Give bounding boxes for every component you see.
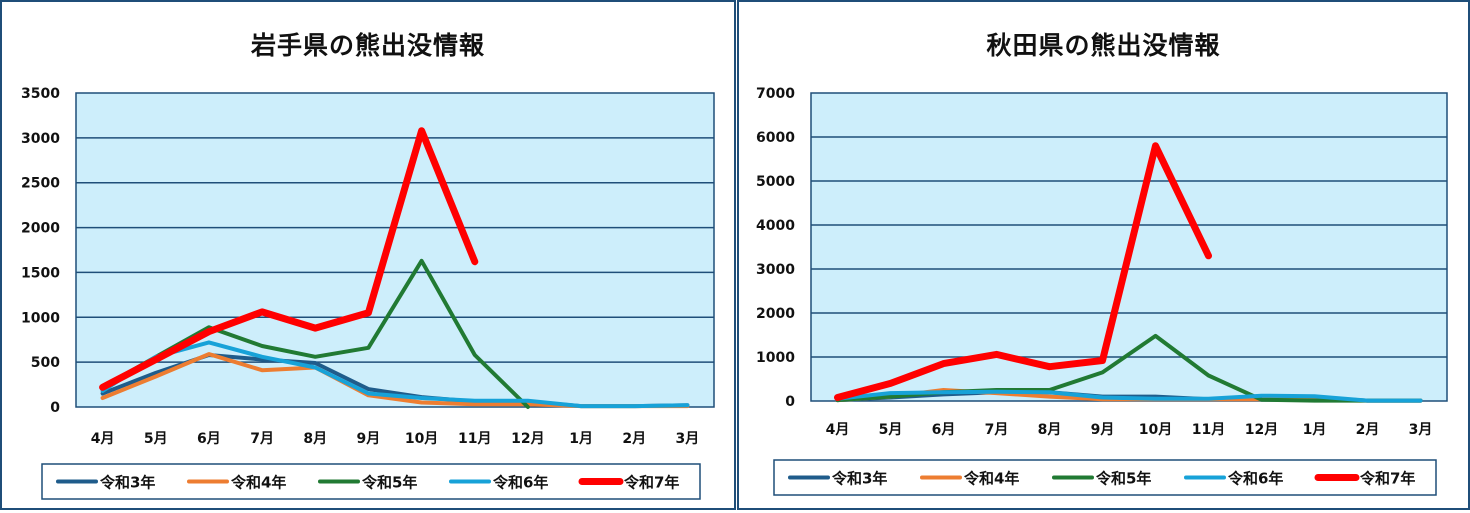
x-tick-label: 5月 — [879, 422, 903, 438]
legend-box — [773, 459, 1437, 496]
y-tick-label: 0 — [50, 400, 60, 416]
x-tick-label: 3月 — [676, 431, 700, 447]
x-tick-label: 8月 — [1038, 422, 1062, 438]
x-tick-label: 5月 — [144, 431, 168, 447]
y-tick-label: 0 — [785, 394, 795, 410]
x-tick-label: 4月 — [826, 422, 850, 438]
legend-label: 令和4年 — [231, 474, 286, 492]
chart-legend: 令和3年 令和4年 令和5年 令和6年 令和7年 — [773, 459, 1437, 496]
x-tick-label: 12月 — [1245, 422, 1278, 438]
y-tick-label: 3000 — [21, 131, 60, 147]
legend-label: 令和6年 — [1228, 470, 1283, 488]
y-tick-label: 1000 — [21, 310, 60, 326]
akita-chart-svg: 0 1000 2000 3000 4000 5000 6000 7000 4月 5月 6月 7月 8月 9… — [756, 86, 1448, 496]
x-tick-label: 12月 — [511, 431, 544, 447]
series-line-5 — [99, 127, 479, 391]
x-tick-label: 10月 — [405, 431, 438, 447]
legend-label: 令和3年 — [100, 474, 155, 492]
y-tick-label: 2000 — [756, 306, 795, 322]
x-tick-label: 10月 — [1139, 422, 1172, 438]
legend-label: 令和7年 — [1360, 470, 1415, 488]
x-tick-label: 9月 — [1091, 422, 1115, 438]
y-tick-label: 2500 — [21, 176, 60, 192]
chart-title: 岩手県の熊出没情報 — [250, 31, 485, 60]
y-tick-label: 1000 — [756, 350, 795, 366]
x-tick-label: 6月 — [197, 431, 221, 447]
series-line-4 — [835, 389, 1423, 403]
y-tick-label: 3500 — [21, 86, 60, 102]
x-tick-label: 4月 — [91, 431, 115, 447]
x-tick-label: 11月 — [1192, 422, 1225, 438]
y-tick-label: 3000 — [756, 262, 795, 278]
x-tick-label: 8月 — [303, 431, 327, 447]
iwate-chart-svg: 0 500 1000 1500 2000 2500 3000 3500 4月 5月 6月 7月 8月 9月… — [21, 86, 715, 500]
x-tick-label: 1月 — [569, 431, 593, 447]
y-tick-label: 500 — [31, 355, 60, 371]
series-line-4 — [100, 340, 690, 409]
legend-label: 令和5年 — [1096, 470, 1151, 488]
legend-label: 令和5年 — [362, 474, 417, 492]
y-tick-label: 6000 — [756, 130, 795, 146]
x-tick-label: 7月 — [250, 431, 274, 447]
y-tick-label: 2000 — [21, 221, 60, 237]
x-tick-label: 7月 — [985, 422, 1009, 438]
chart-title: 秋田県の熊出没情報 — [986, 31, 1221, 60]
x-tick-label: 2月 — [1356, 422, 1380, 438]
iwate-chart-panel: 岩手県の熊出没情報 0 500 1000 1500 2000 2500 3000 3500 4月… — [0, 0, 736, 510]
x-tick-label: 9月 — [357, 431, 381, 447]
x-tick-label: 6月 — [932, 422, 956, 438]
y-tick-label: 7000 — [756, 86, 795, 102]
y-tick-label: 1500 — [21, 265, 60, 281]
akita-chart-panel: 秋田県の熊出没情報 0 1000 2000 3000 4000 5000 6000 7000 4… — [737, 0, 1470, 510]
legend-label: 令和4年 — [964, 470, 1019, 488]
y-tick-label: 4000 — [756, 218, 795, 234]
x-tick-label: 1月 — [1303, 422, 1327, 438]
legend-label: 令和6年 — [493, 474, 548, 492]
plot-area — [75, 92, 715, 408]
series-line-5 — [834, 142, 1212, 401]
x-tick-label: 2月 — [622, 431, 646, 447]
x-tick-label: 11月 — [458, 431, 491, 447]
legend-label: 令和7年 — [624, 474, 679, 492]
y-tick-label: 5000 — [756, 174, 795, 190]
x-tick-label: 3月 — [1409, 422, 1433, 438]
chart-legend: 令和3年 令和4年 令和5年 令和6年 令和7年 — [41, 463, 701, 500]
legend-label: 令和3年 — [832, 470, 887, 488]
